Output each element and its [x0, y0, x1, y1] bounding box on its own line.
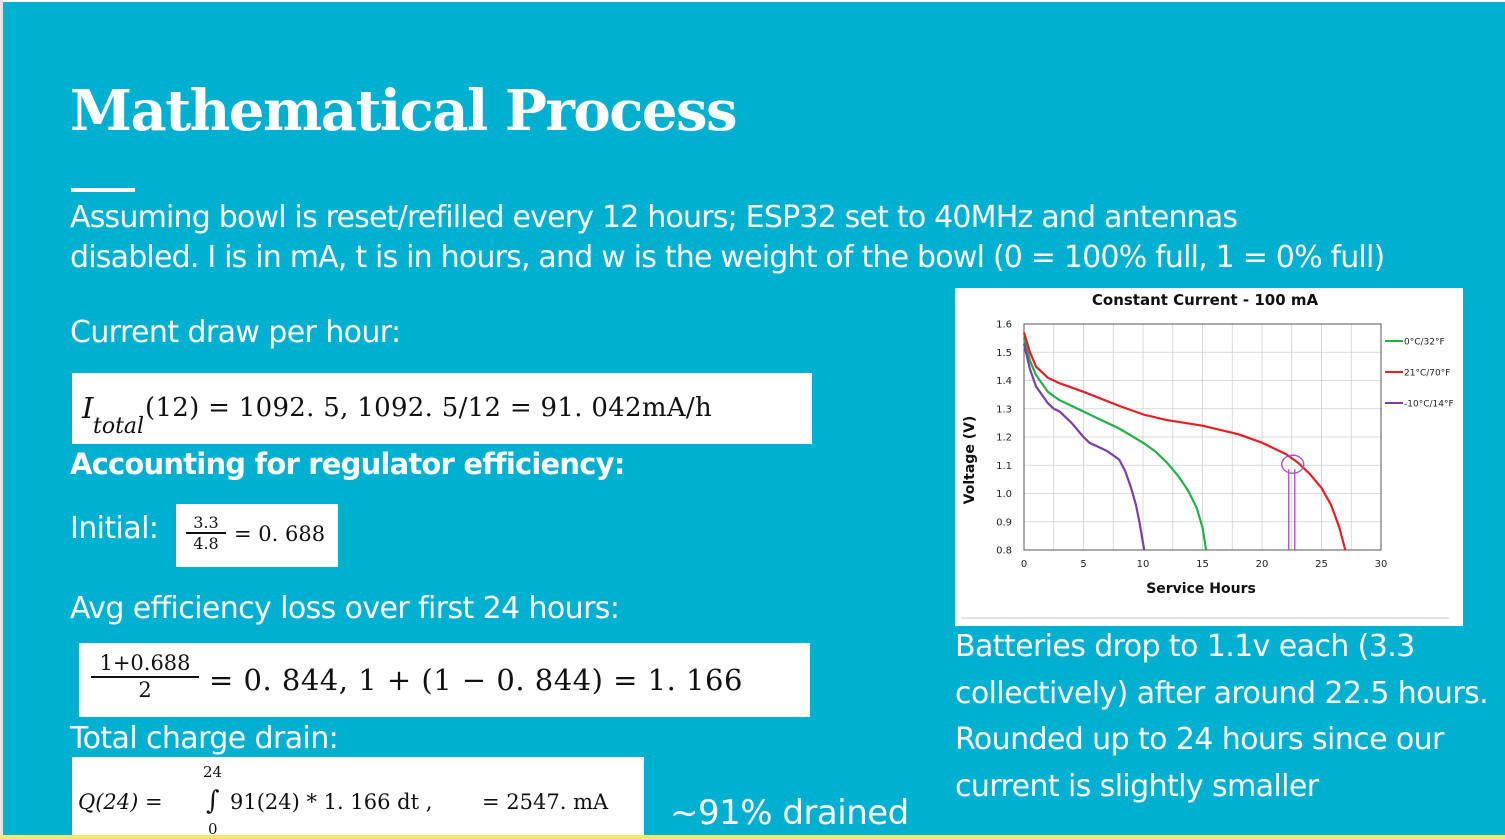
x-tick-label: 25 [1315, 559, 1328, 570]
note-line-2: collectively) after around 22.5 hours. [955, 675, 1489, 711]
total-drain-label: Total charge drain: [70, 721, 339, 756]
y-tick-label: 0.9 [996, 517, 1012, 528]
y-tick-label: 1.0 [996, 489, 1012, 500]
drain-integrand: 91(24) * 1. 166 dt , [230, 790, 433, 814]
current-draw-equation: I total (12) = 1092. 5, 1092. 5/12 = 91.… [72, 373, 812, 444]
plot-frame [1023, 323, 1382, 551]
integral-sign: ∫ [206, 786, 220, 816]
intro-line-1: Assuming bowl is reset/refilled every 12… [70, 200, 1238, 235]
current-symbol: I [82, 391, 94, 425]
chart-title: Constant Current - 100 mA [1092, 291, 1319, 309]
slide-left-edge [0, 0, 3, 839]
initial-equation: 3.3 4.8 = 0. 688 [176, 504, 338, 567]
slide-title: Mathematical Process [70, 78, 738, 144]
legend-label: 0°C/32°F [1404, 338, 1445, 348]
integral-upper-limit: 24 [203, 763, 223, 781]
chart-legend: 0°C/32°F 21°C/70°F -10°C/14°F [1385, 338, 1454, 410]
battery-chart: 0 5 10 15 20 25 30 0.8 0.9 1.0 1.1 1.2 1.3 1.4 1.5 1.6 … [955, 288, 1463, 626]
y-tick-label: 0.8 [996, 546, 1012, 557]
current-subscript: total [93, 414, 145, 439]
intro-line-2: disabled. I is in mA, t is in hours, and… [70, 240, 1385, 275]
title-underline [71, 188, 135, 192]
chart-grid [1023, 323, 1382, 551]
initial-result: = 0. 688 [234, 522, 326, 546]
x-tick-label: 5 [1080, 559, 1086, 570]
series-line-1 [1022, 332, 1347, 551]
legend-label: 21°C/70°F [1404, 369, 1450, 379]
slide: Mathematical Process Assuming bowl is re… [3, 2, 1505, 835]
avg-equation-text: = 0. 844, 1 + (1 − 0. 844) = 1. 166 [209, 663, 743, 697]
drain-lhs: Q(24) = [78, 790, 163, 814]
drain-result: = 2547. mA [482, 790, 609, 814]
series-line-0 [1022, 337, 1208, 551]
x-tick-label: 0 [1021, 559, 1027, 570]
y-tick-label: 1.5 [996, 348, 1012, 359]
legend-label: -10°C/14°F [1404, 400, 1454, 410]
battery-note: Batteries drop to 1.1v each (3.3 collect… [955, 624, 1489, 810]
x-tick-label: 15 [1196, 559, 1209, 570]
total-drain-equation: Q(24) = 24 ∫ 0 91(24) * 1. 166 dt , = 25… [72, 757, 644, 835]
battery-chart-svg: 0 5 10 15 20 25 300.80.91.01.11.21.31.41.51.6 … [961, 291, 1454, 619]
x-tick-label: 10 [1137, 559, 1150, 570]
initial-denominator: 4.8 [193, 534, 219, 553]
annotation-circle [1281, 454, 1305, 474]
note-line-1: Batteries drop to 1.1v each (3.3 [955, 629, 1415, 664]
y-tick-label: 1.3 [996, 404, 1012, 415]
initial-numerator: 3.3 [193, 513, 219, 532]
y-tick-label: 1.6 [996, 320, 1012, 331]
note-line-4: current is slightly smaller [955, 768, 1319, 804]
regulator-label: Accounting for regulator efficiency: [70, 447, 625, 481]
initial-label: Initial: [70, 511, 159, 546]
avg-denominator: 2 [138, 678, 152, 702]
x-tick-label: 30 [1375, 559, 1388, 570]
avg-efficiency-equation: 1+0.688 2 = 0. 844, 1 + (1 − 0. 844) = 1… [79, 643, 810, 717]
y-tick-label: 1.1 [996, 461, 1012, 472]
fraction-bar [91, 676, 199, 678]
y-tick-label: 1.2 [996, 433, 1012, 444]
y-tick-label: 1.4 [996, 376, 1012, 387]
series-line-2 [1022, 343, 1146, 551]
avg-loss-label: Avg efficiency loss over first 24 hours: [70, 591, 620, 626]
chart-series [1022, 332, 1347, 551]
intro-paragraph: Assuming bowl is reset/refilled every 12… [70, 198, 1385, 278]
chart-y-axis-label: Voltage (V) [962, 416, 978, 505]
avg-numerator: 1+0.688 [99, 651, 191, 675]
chart-axes: 0 5 10 15 20 25 30 0.8 0.9 1.0 1.1 1.2 1.3 1.4 1.5 1.6 [996, 320, 1387, 571]
fraction-bar [186, 532, 226, 534]
current-draw-label: Current draw per hour: [70, 315, 401, 350]
current-equation-text: (12) = 1092. 5, 1092. 5/12 = 91. 042mA/h [145, 393, 713, 423]
avg-fraction: 1+0.688 2 [91, 651, 199, 703]
initial-fraction: 3.3 4.8 [186, 513, 226, 553]
slide-bottom-edge [0, 835, 1505, 839]
x-tick-label: 20 [1256, 559, 1269, 570]
drained-percentage: ~91% drained [670, 793, 909, 833]
chart-x-axis-label: Service Hours [1146, 581, 1256, 597]
integral-lower-limit: 0 [208, 820, 218, 835]
note-line-3: Rounded up to 24 hours since our [955, 722, 1444, 757]
